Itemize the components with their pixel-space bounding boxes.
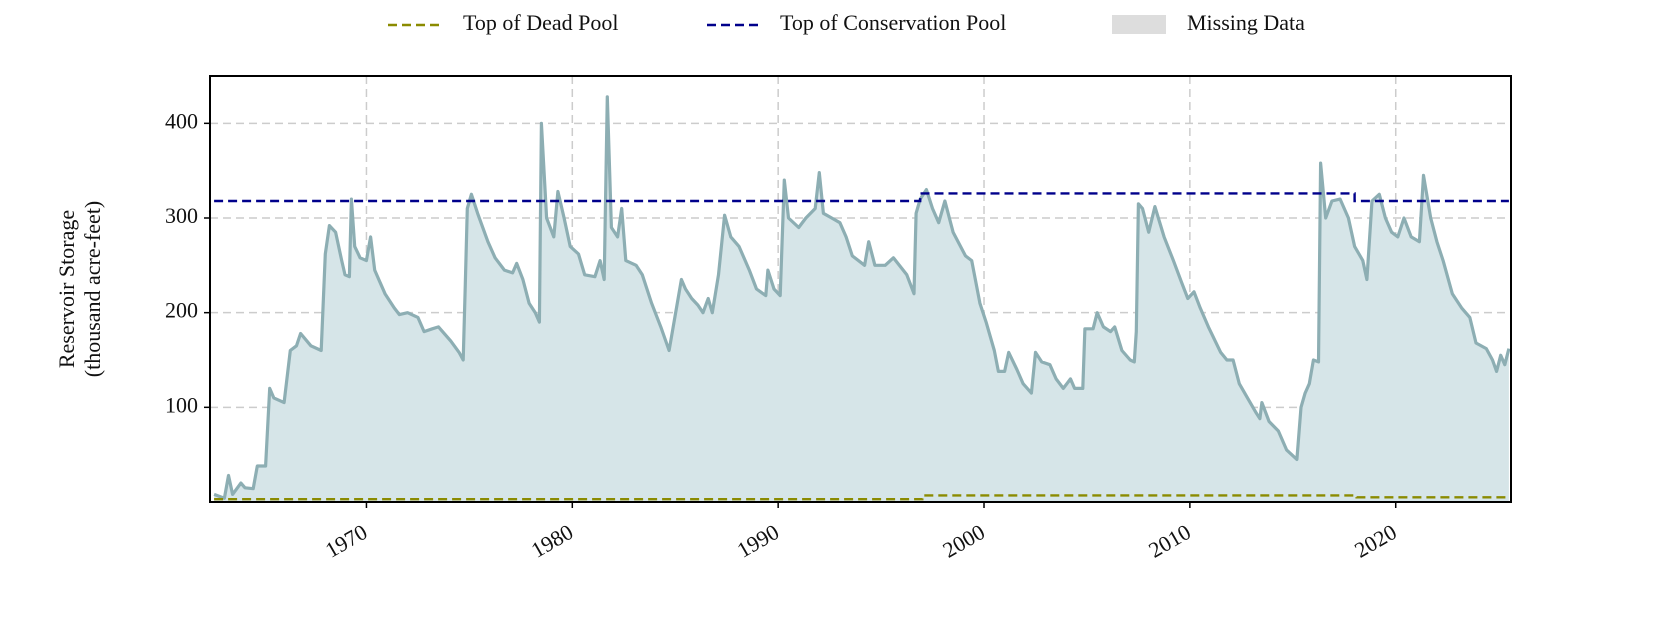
legend-label: Top of Dead Pool: [463, 10, 619, 35]
storage-area: [214, 96, 1509, 503]
y-tick-label: 400: [165, 108, 198, 133]
legend-label: Missing Data: [1187, 10, 1305, 35]
x-tick-label: 2000: [938, 519, 989, 563]
storage-line: [213, 95, 1511, 500]
y-tick-label: 200: [165, 298, 198, 323]
legend-swatch: [1112, 15, 1166, 34]
x-tick-label: 1980: [527, 519, 578, 563]
pool-line: [214, 192, 1509, 203]
y-tick-label: 100: [165, 392, 198, 417]
y-tick-label: 300: [165, 203, 198, 228]
x-tick-label: 1970: [321, 519, 372, 563]
x-tick-label: 2010: [1144, 519, 1195, 563]
y-axis-label: Reservoir Storage(thousand acre-feet): [54, 201, 105, 378]
pool-line: [214, 494, 1509, 501]
x-tick-label: 1990: [733, 519, 784, 563]
x-tick-label: 2020: [1350, 519, 1401, 563]
legend-label: Top of Conservation Pool: [780, 10, 1006, 35]
plot-frame: [209, 75, 1512, 503]
